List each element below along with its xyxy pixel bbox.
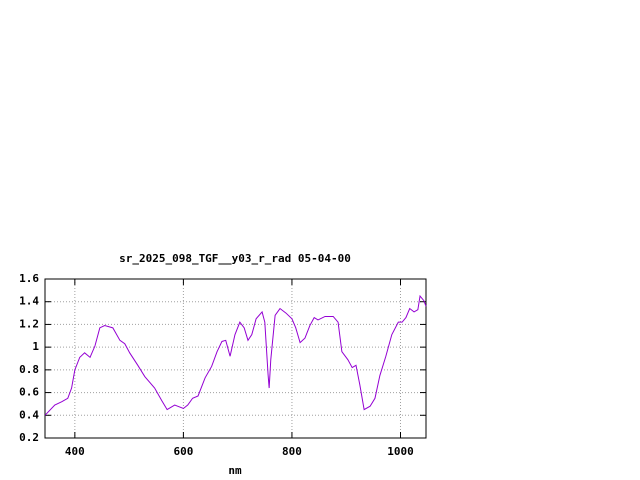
x-tick-label: 800 <box>282 445 302 458</box>
chart-title: sr_2025_098_TGF__y03_r_rad 05-04-00 <box>119 252 351 265</box>
data-line <box>44 294 427 416</box>
y-tick-label: 1.2 <box>19 317 39 330</box>
plot-border <box>44 278 427 439</box>
y-tick-label: 1.6 <box>19 272 39 285</box>
y-tick-label: 0.4 <box>19 408 39 421</box>
y-tick-label: 0.2 <box>19 431 39 444</box>
x-tick-label: 1000 <box>387 445 414 458</box>
y-tick-label: 1 <box>32 340 39 353</box>
y-tick-label: 1.4 <box>19 295 39 308</box>
x-tick-label: 400 <box>65 445 85 458</box>
x-tick-label: 600 <box>173 445 193 458</box>
y-tick-label: 0.8 <box>19 363 39 376</box>
x-axis-label: nm <box>228 464 242 477</box>
y-tick-label: 0.6 <box>19 386 39 399</box>
